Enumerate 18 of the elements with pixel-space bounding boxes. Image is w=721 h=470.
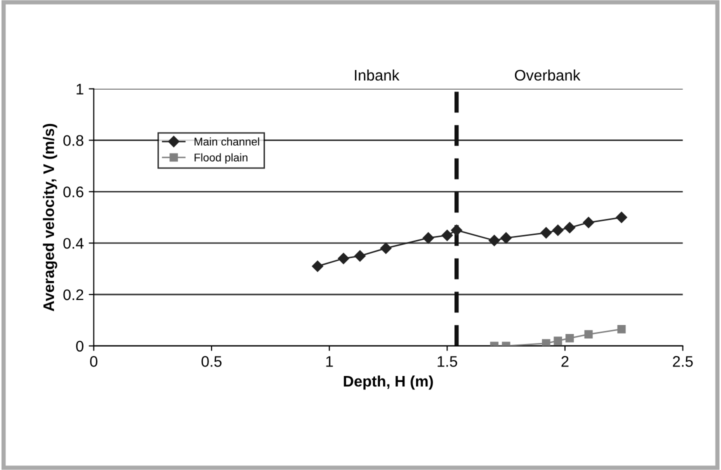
- y-tick-label: 0.6: [63, 186, 84, 198]
- legend-label: Main channel: [194, 137, 260, 146]
- y-tick-label: 1: [76, 84, 84, 94]
- legend-label: Flood plain: [194, 153, 248, 164]
- y-tick-label: 0.4: [63, 238, 84, 249]
- text: Overbank: [514, 69, 580, 81]
- y-tick-label: 0.8: [63, 135, 84, 146]
- x-tick-label: 2.5: [672, 356, 693, 367]
- y-tick-label: 0: [76, 340, 84, 352]
- text: Inbank: [354, 69, 400, 81]
- x-tick-label: 0: [90, 356, 98, 367]
- x-axis-title: Depth, H (m): [344, 375, 433, 390]
- x-tick-label: 0.5: [202, 356, 222, 367]
- y-tick-label: 0.2: [63, 289, 84, 300]
- x-tick-label: 1: [326, 356, 333, 367]
- y-axis-title: Averaged velocity, V (m/s): [42, 124, 58, 312]
- x-tick-label: 2: [561, 356, 568, 367]
- x-tick-label: 1.5: [438, 356, 458, 367]
